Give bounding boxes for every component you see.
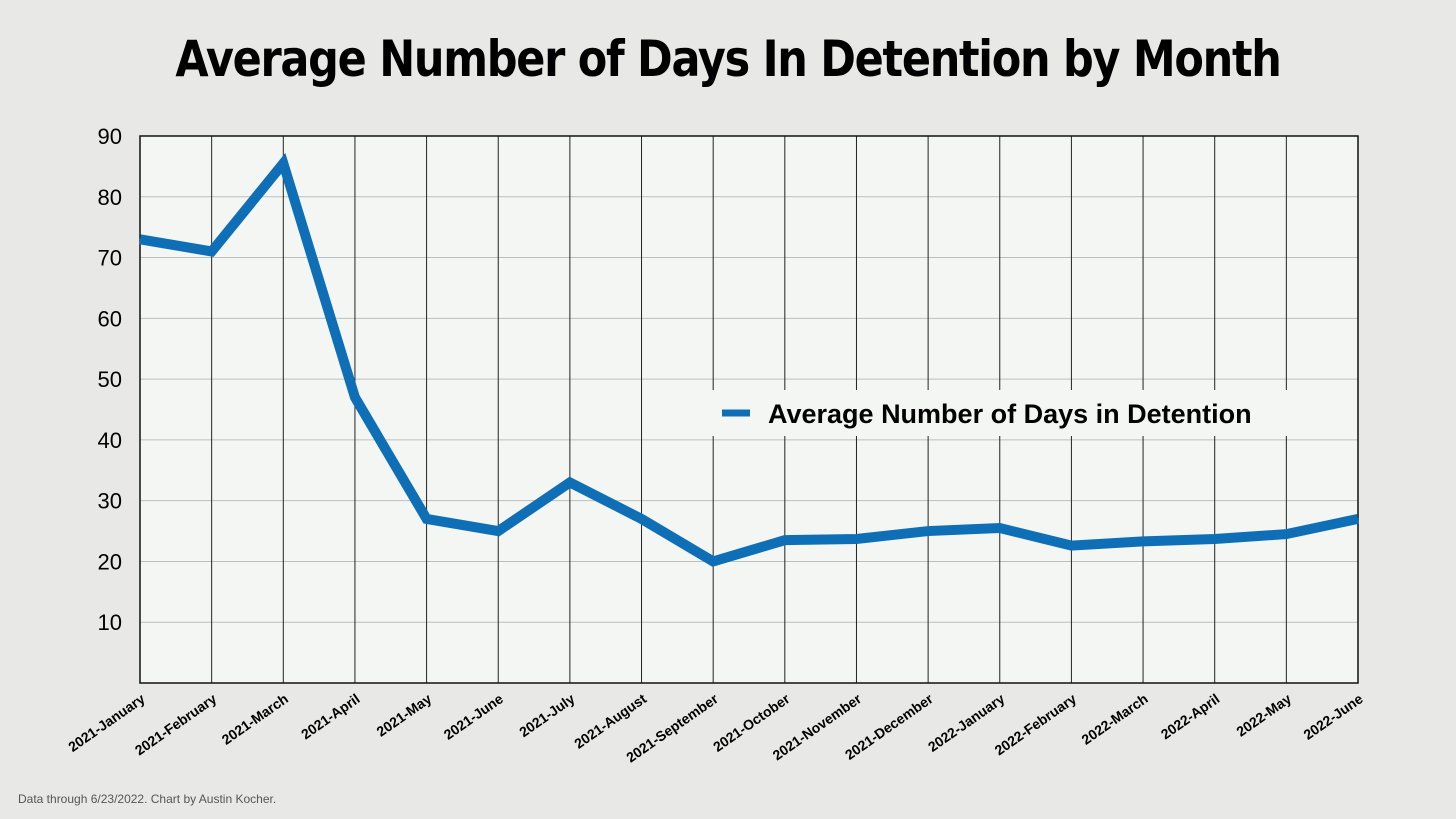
plot-frame [139, 135, 1359, 684]
data-point [784, 539, 786, 541]
y-tick-label: 60 [98, 306, 122, 331]
data-point [139, 238, 141, 240]
y-tick-label: 30 [98, 489, 122, 514]
data-point [1142, 540, 1144, 542]
x-tick-label: 2022-June [1300, 690, 1365, 743]
data-point [569, 481, 571, 483]
y-axis-tick-labels: 10 20 30 40 50 60 70 80 90 [98, 124, 122, 635]
data-point [354, 396, 356, 398]
x-tick-label: 2022-May [1233, 690, 1294, 739]
x-tick-label: 2022-March [1078, 690, 1150, 747]
y-tick-label: 80 [98, 185, 122, 210]
x-tick-label: 2021-March [219, 690, 291, 747]
x-tick-label: 2021-June [441, 690, 506, 743]
series-line [139, 152, 1360, 567]
y-tick-label: 10 [98, 610, 122, 635]
data-point [1357, 518, 1359, 520]
x-tick-label: 2021-May [373, 690, 434, 739]
x-tick-label: 2021-July [516, 690, 578, 740]
data-point [1214, 538, 1216, 540]
x-tick-label: 2022-April [1158, 690, 1223, 742]
legend-background [708, 390, 1308, 436]
y-tick-label: 50 [98, 367, 122, 392]
data-point [497, 530, 499, 532]
legend-label: Average Number of Days in Detention [768, 399, 1252, 429]
x-tick-label: 2021-April [298, 690, 363, 742]
data-point [927, 530, 929, 532]
y-tick-label: 90 [98, 124, 122, 149]
footnote: Data through 6/23/2022. Chart by Austin … [18, 792, 277, 806]
data-point [1070, 545, 1072, 547]
y-tick-label: 40 [98, 428, 122, 453]
series-group [139, 152, 1360, 567]
data-point [855, 538, 857, 540]
y-tick-label: 20 [98, 549, 122, 574]
data-point [1285, 533, 1287, 535]
data-point [426, 518, 428, 520]
data-point [211, 250, 213, 252]
data-point [999, 527, 1001, 529]
legend: Average Number of Days in Detention [708, 390, 1308, 436]
horizontal-gridlines [140, 135, 1358, 623]
y-tick-label: 70 [98, 246, 122, 271]
data-point [641, 518, 643, 520]
chart-title: Average Number of Days In Detention by M… [175, 30, 1281, 88]
data-point [282, 162, 284, 164]
data-point [712, 560, 714, 562]
